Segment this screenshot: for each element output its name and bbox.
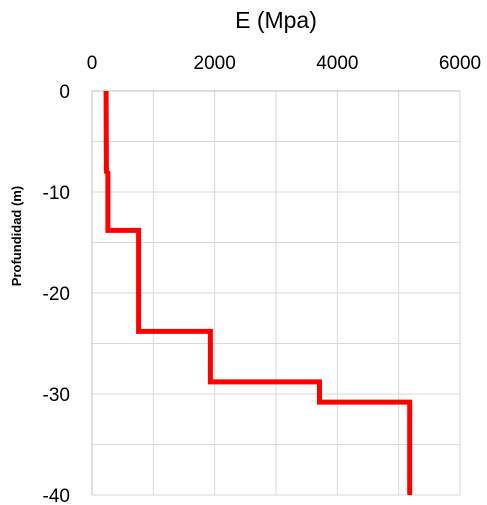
x-tick-label: 0 [87, 53, 98, 74]
x-tick-label: 4000 [316, 53, 358, 74]
y-tick-label: 0 [59, 82, 70, 103]
y-tick-label: -40 [43, 486, 70, 505]
x-tick-label: 2000 [194, 53, 236, 74]
chart-title: E (Mpa) [235, 7, 317, 33]
y-tick-label: -10 [43, 183, 70, 204]
y-tick-label: -30 [43, 385, 70, 406]
y-tick-labels: 0 -10 -20 -30 -40 [43, 82, 70, 505]
series-layer [103, 90, 413, 495]
y-tick-label: -20 [43, 284, 70, 305]
y-axis-label: Profundidad (m) [9, 186, 24, 286]
plot-frame [91, 90, 461, 496]
x-tick-labels: 0 2000 4000 6000 [87, 53, 481, 74]
x-tick-label: 6000 [439, 53, 481, 74]
grid [92, 91, 460, 495]
series-line [103, 90, 413, 495]
